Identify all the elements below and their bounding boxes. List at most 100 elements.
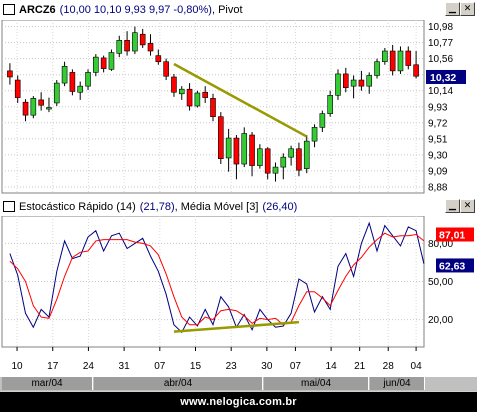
candle-body (14, 79, 21, 98)
candle-body (163, 61, 169, 77)
x-tick-label: 31 (119, 361, 131, 372)
month-cell: mai/04 (264, 377, 369, 390)
y-tick-label: 10,98 (428, 22, 453, 33)
k-line (9, 221, 425, 334)
candle-body (100, 57, 107, 69)
candle-body (171, 76, 177, 93)
candle-body (358, 79, 365, 87)
candle-body (218, 116, 224, 159)
x-tick-label: 04 (411, 361, 423, 372)
y-tick-label: 10,56 (428, 54, 453, 65)
y-tick-label: 8,88 (428, 182, 448, 193)
last-k-label: 87,01 (439, 229, 465, 241)
osc-ma-name: Média Móvel [3] (180, 200, 259, 213)
y-tick-label: 20,00 (428, 315, 453, 326)
y-tick-label: 80,00 (428, 239, 453, 250)
x-tick-label: 07 (290, 361, 302, 372)
candle-body (319, 113, 326, 128)
candle-body (374, 61, 380, 76)
x-tick-label: 28 (383, 361, 395, 372)
x-tick-label: 15 (190, 361, 202, 372)
candle-body (69, 72, 76, 92)
x-tick-label: 30 (261, 361, 273, 372)
candle-body (116, 40, 123, 54)
ticker-label: ARCZ6 (19, 3, 56, 16)
candle-body (303, 140, 310, 169)
y-tick-label: 9,51 (428, 134, 448, 145)
candle-body (61, 65, 68, 84)
osc-name: Estocástico Rápido (14) (19, 200, 136, 213)
panel-window-icon (3, 201, 15, 212)
candle-body (350, 79, 357, 87)
candle-body (335, 73, 341, 96)
x-tick-label: 24 (83, 361, 95, 372)
candle-body (389, 50, 396, 72)
minimize-button[interactable]: ▁ (445, 199, 460, 213)
x-tick-label: 23 (226, 361, 238, 372)
candle-body (249, 134, 255, 166)
y-tick-label: 9,09 (428, 166, 448, 177)
candle-body (85, 72, 91, 87)
candle-body (202, 91, 208, 98)
candle-body (155, 55, 162, 63)
candle-body (296, 148, 302, 171)
osc-trendline (173, 320, 300, 333)
x-tick-label: 17 (47, 361, 59, 372)
last-price-label: 10,32 (430, 72, 456, 84)
candle-body (311, 127, 318, 142)
y-tick-label: 10,14 (428, 86, 453, 97)
y-tick-label: 50,00 (428, 277, 453, 288)
x-tick-label: 10 (11, 361, 23, 372)
close-button[interactable]: ✕ (460, 199, 475, 213)
candle-body (241, 133, 248, 165)
last-d-badge (436, 258, 474, 273)
oscillator-chart[interactable]: 80,00 50,00 20,00 87,01 62,63 10 17 24 31 07 15 23 3… (0, 216, 477, 377)
footer-url[interactable]: www.nelogica.com.br (0, 392, 477, 412)
candle-body (210, 98, 216, 117)
price-panel-header: ARCZ6 (10,00 10,10 9,93 9,97 -0,80%) , P… (0, 1, 440, 18)
y-tick-label: 9,93 (428, 102, 448, 113)
candle-body (397, 50, 404, 72)
candle-body (186, 88, 193, 107)
ohlc-values: (10,00 10,10 9,93 9,97 -0,80%) (59, 3, 212, 16)
candle-body (77, 85, 84, 93)
candle-body (264, 148, 271, 174)
last-k-badge (436, 227, 474, 242)
candle-body (233, 137, 240, 165)
osc-ma-value: (26,40) (262, 200, 298, 213)
candle-body (280, 156, 287, 168)
candle-body (257, 148, 263, 166)
candle-body (405, 50, 412, 66)
close-button[interactable]: ✕ (460, 2, 475, 16)
oscillator-panel-header: Estocástico Rápido (14) (21,78) , Média … (0, 198, 440, 215)
candle-body (225, 137, 232, 159)
y-tick-label: 10,77 (428, 38, 453, 49)
candle-body (272, 166, 279, 174)
candle-body (288, 148, 294, 158)
candle-body (7, 70, 13, 78)
price-chart[interactable]: 10,9810,7710,5610,3510,149,939,729,519,3… (0, 20, 477, 196)
candle-body (53, 82, 60, 104)
candle-body (46, 107, 52, 110)
candle-body (124, 40, 130, 52)
candle-body (413, 64, 419, 77)
last-price-badge (426, 69, 466, 84)
x-tick-label: 07 (154, 361, 166, 372)
candle-body (178, 88, 185, 95)
price-trendline (173, 62, 308, 138)
candle-body (93, 56, 99, 73)
month-cell: jun/04 (370, 377, 425, 390)
candle-body (366, 75, 373, 87)
candle-body (327, 95, 333, 114)
candle-body (194, 92, 201, 107)
d-line (9, 232, 425, 326)
minimize-button[interactable]: ▁ (445, 2, 460, 16)
month-cell: abr/04 (94, 377, 263, 390)
candle-body (108, 52, 115, 70)
candle-body (382, 50, 388, 63)
x-tick-label: 21 (354, 361, 366, 372)
last-d-label: 62,63 (439, 260, 465, 272)
x-tick-label: 14 (326, 361, 338, 372)
month-cell: mar/04 (2, 377, 93, 390)
panel-window-icon (3, 4, 15, 15)
